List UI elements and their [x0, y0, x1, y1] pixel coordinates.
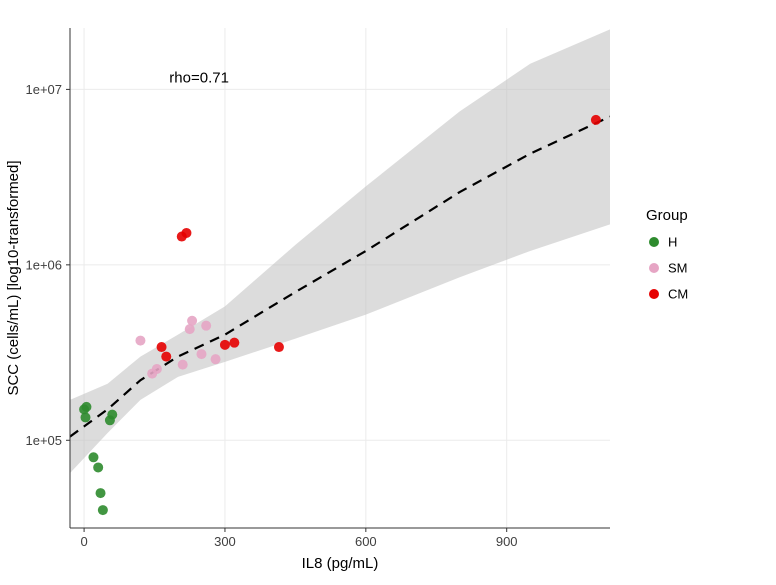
legend-title: Group [646, 207, 688, 224]
legend-marker [649, 289, 659, 299]
y-axis-title: SCC (cells/mL) [log10-transformed] [5, 160, 22, 395]
data-point [229, 338, 239, 348]
svg-text:0: 0 [80, 534, 87, 549]
legend-label: H [668, 235, 677, 250]
data-point [196, 349, 206, 359]
legend-label: SM [668, 261, 688, 276]
legend-label: CM [668, 287, 688, 302]
data-point [135, 336, 145, 346]
rho-annotation: rho=0.71 [169, 69, 229, 86]
x-axis-title: IL8 (pg/mL) [302, 555, 379, 572]
data-point [80, 412, 90, 422]
svg-text:1e+05: 1e+05 [25, 433, 62, 448]
scatter-chart: 0 300 600 900 1e+05 1e+06 1e+07 IL8 (pg/mL) SCC … [0, 0, 776, 585]
data-point [107, 410, 117, 420]
data-point [161, 352, 171, 362]
data-point [185, 324, 195, 334]
svg-text:900: 900 [496, 534, 518, 549]
data-point [96, 488, 106, 498]
data-point [81, 402, 91, 412]
chart-svg: 0 300 600 900 1e+05 1e+06 1e+07 IL8 (pg/mL) SCC … [0, 0, 776, 585]
data-point [591, 115, 601, 125]
legend-marker [649, 263, 659, 273]
svg-text:300: 300 [214, 534, 236, 549]
data-point [98, 505, 108, 515]
data-point [274, 342, 284, 352]
data-point [178, 360, 188, 370]
data-point [181, 228, 191, 238]
data-point [157, 342, 167, 352]
data-point [201, 321, 211, 331]
data-point [187, 316, 197, 326]
svg-text:1e+07: 1e+07 [25, 82, 62, 97]
legend-marker [649, 237, 659, 247]
data-point [152, 364, 162, 374]
data-point [211, 354, 221, 364]
svg-text:600: 600 [355, 534, 377, 549]
svg-text:1e+06: 1e+06 [25, 257, 62, 272]
data-point [88, 452, 98, 462]
data-point [220, 340, 230, 350]
data-point [93, 462, 103, 472]
